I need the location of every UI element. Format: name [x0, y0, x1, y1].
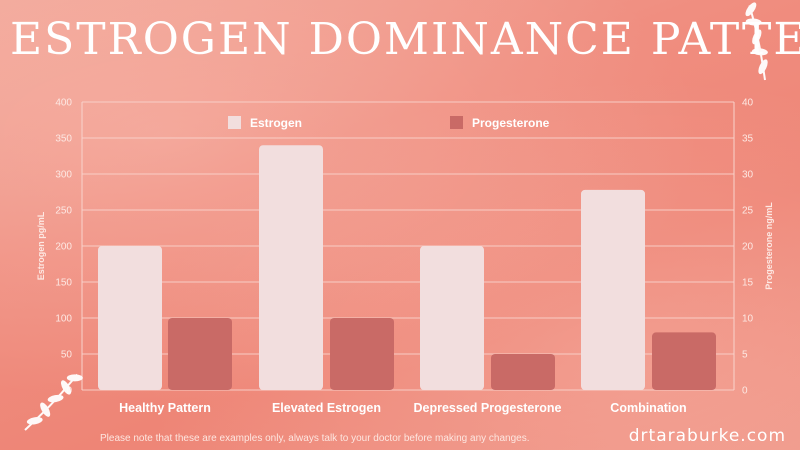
legend-label: Estrogen — [250, 116, 302, 130]
right-tick-label: 20 — [742, 242, 754, 253]
left-tick-label: 50 — [61, 350, 73, 361]
bars — [98, 145, 716, 390]
left-tick-label: 200 — [55, 242, 72, 253]
estrogen-bar — [581, 189, 645, 390]
sprig-leaf — [26, 417, 43, 425]
decorative-sprig-top-right — [745, 2, 768, 81]
legend-swatch — [228, 116, 241, 129]
category-label: Depressed Progesterone — [414, 401, 562, 415]
chart-title: Estrogen Dominance Patterns — [10, 14, 800, 65]
left-tick-label: 250 — [55, 206, 72, 217]
sprig-leaf — [40, 402, 51, 417]
sprig-leaf — [61, 380, 72, 395]
progesterone-bar — [168, 318, 232, 390]
left-tick-label: 350 — [55, 134, 72, 145]
legend: Estrogen Progesterone — [228, 116, 550, 130]
right-axis-title: Progesterone ng/mL — [764, 202, 774, 290]
right-tick-label: 30 — [742, 170, 754, 181]
category-label: Elevated Estrogen — [272, 401, 381, 415]
left-axis-title: Estrogen pg/mL — [36, 211, 46, 280]
estrogen-bar — [420, 246, 484, 390]
category-label: Combination — [610, 401, 686, 415]
left-tick-label: 100 — [55, 314, 72, 325]
right-tick-label: 15 — [742, 278, 754, 289]
axes: 0050510010150152002025025300303503540040… — [36, 98, 774, 416]
sprig-leaf — [751, 48, 768, 56]
sprig-leaf — [745, 18, 762, 26]
decorative-sprig-bottom-left — [24, 373, 83, 431]
right-tick-label: 35 — [742, 134, 754, 145]
progesterone-bar — [491, 354, 555, 390]
legend-swatch — [450, 116, 463, 129]
sprig-leaf — [752, 29, 762, 45]
estrogen-bar — [259, 145, 323, 390]
right-tick-label: 5 — [742, 350, 748, 361]
disclaimer-note: Please note that these are examples only… — [100, 433, 530, 444]
progesterone-bar — [330, 318, 394, 390]
right-tick-label: 0 — [742, 386, 748, 397]
left-tick-label: 150 — [55, 278, 72, 289]
right-tick-label: 25 — [742, 206, 754, 217]
right-tick-label: 40 — [742, 98, 754, 109]
sprig-stem — [748, 5, 766, 81]
left-tick-label: 400 — [55, 98, 72, 109]
category-label: Healthy Pattern — [119, 401, 211, 415]
sprig-leaf — [47, 394, 64, 403]
right-tick-label: 10 — [742, 314, 754, 325]
legend-label: Progesterone — [472, 116, 550, 130]
progesterone-bar — [652, 332, 716, 390]
estrogen-bar — [98, 246, 162, 390]
sprig-leaf — [745, 2, 757, 17]
sprig-leaf — [66, 374, 83, 382]
sprig-leaf — [758, 59, 768, 75]
left-tick-label: 300 — [55, 170, 72, 181]
website-brand: drtaraburke.com — [628, 426, 786, 446]
